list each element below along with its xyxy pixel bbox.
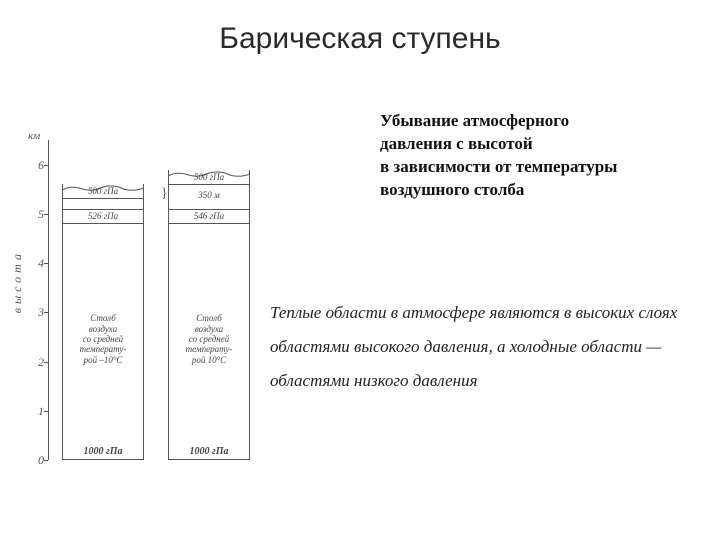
column-bottom-pressure: 1000 гПа [169,446,249,457]
y-tick [44,460,48,461]
column-body-line: Столб [63,313,143,323]
air-column-0: 500 гПа 526 гПа Столбвоздухасо среднейтемп… [62,184,144,460]
column-body-text: Столбвоздухасо среднейтемперату-рой 10°С [169,313,249,365]
column-top-pressure: 500 гПа [63,187,143,197]
y-tick [44,411,48,412]
column-second-pressure: 546 гПа [169,212,249,222]
column-top-pressure: 500 гПа [169,173,249,183]
column-line [63,209,143,210]
column-body-line: температу- [63,344,143,354]
heading-text: Убывание атмосферного давления с высотой… [380,110,690,202]
y-tick [44,312,48,313]
y-tick-label: 2 [24,355,44,370]
page-title: Барическая ступень [0,22,720,56]
column-line [169,184,249,185]
y-tick [44,165,48,166]
column-top-wave [168,164,250,170]
y-tick-label: 1 [24,404,44,419]
y-tick [44,214,48,215]
column-bottom-pressure: 1000 гПа [63,446,143,457]
y-tick [44,362,48,363]
column-body-line: воздуха [63,324,143,334]
y-axis: 0123456 [48,140,49,460]
column-body-line: воздуха [169,324,249,334]
column-second-pressure: 526 гПа [63,212,143,222]
column-line [63,198,143,199]
y-tick-label: 4 [24,256,44,271]
column-body-line: со средней [169,334,249,344]
column-top-wave [62,178,144,184]
y-tick-label: 0 [24,453,44,468]
heading-l4: воздушного столба [380,179,690,202]
axis-vertical-label: высота [10,250,25,313]
column-body-text: Столбвоздухасо среднейтемперату-рой –10°… [63,313,143,365]
column-body-line: температу- [169,344,249,354]
column-line [63,223,143,224]
column-body-line: рой –10°С [63,355,143,365]
column-line [169,209,249,210]
air-column-1: 500 гПа350 м}546 гПаСтолбвоздухасо средн… [168,170,250,460]
heading-l3: в зависимости от температуры [380,156,690,179]
axis-unit-label: км [28,130,40,142]
column-body-line: со средней [63,334,143,344]
y-tick-label: 3 [24,305,44,320]
pressure-diagram: км высота 0123456 500 гПа526 гПаСтолбвоз… [20,130,260,470]
y-tick-label: 6 [24,158,44,173]
y-tick-label: 5 [24,207,44,222]
heading-l2: давления с высотой [380,133,690,156]
heading-l1: Убывание атмосферного [380,110,690,133]
column-gap-label: 350 м [169,191,249,201]
brace-icon: } [161,186,168,202]
column-body-line: Столб [169,313,249,323]
y-tick [44,263,48,264]
column-body-line: рой 10°С [169,355,249,365]
body-text: Теплые области в атмосфере являются в вы… [270,296,690,398]
column-line [169,223,249,224]
